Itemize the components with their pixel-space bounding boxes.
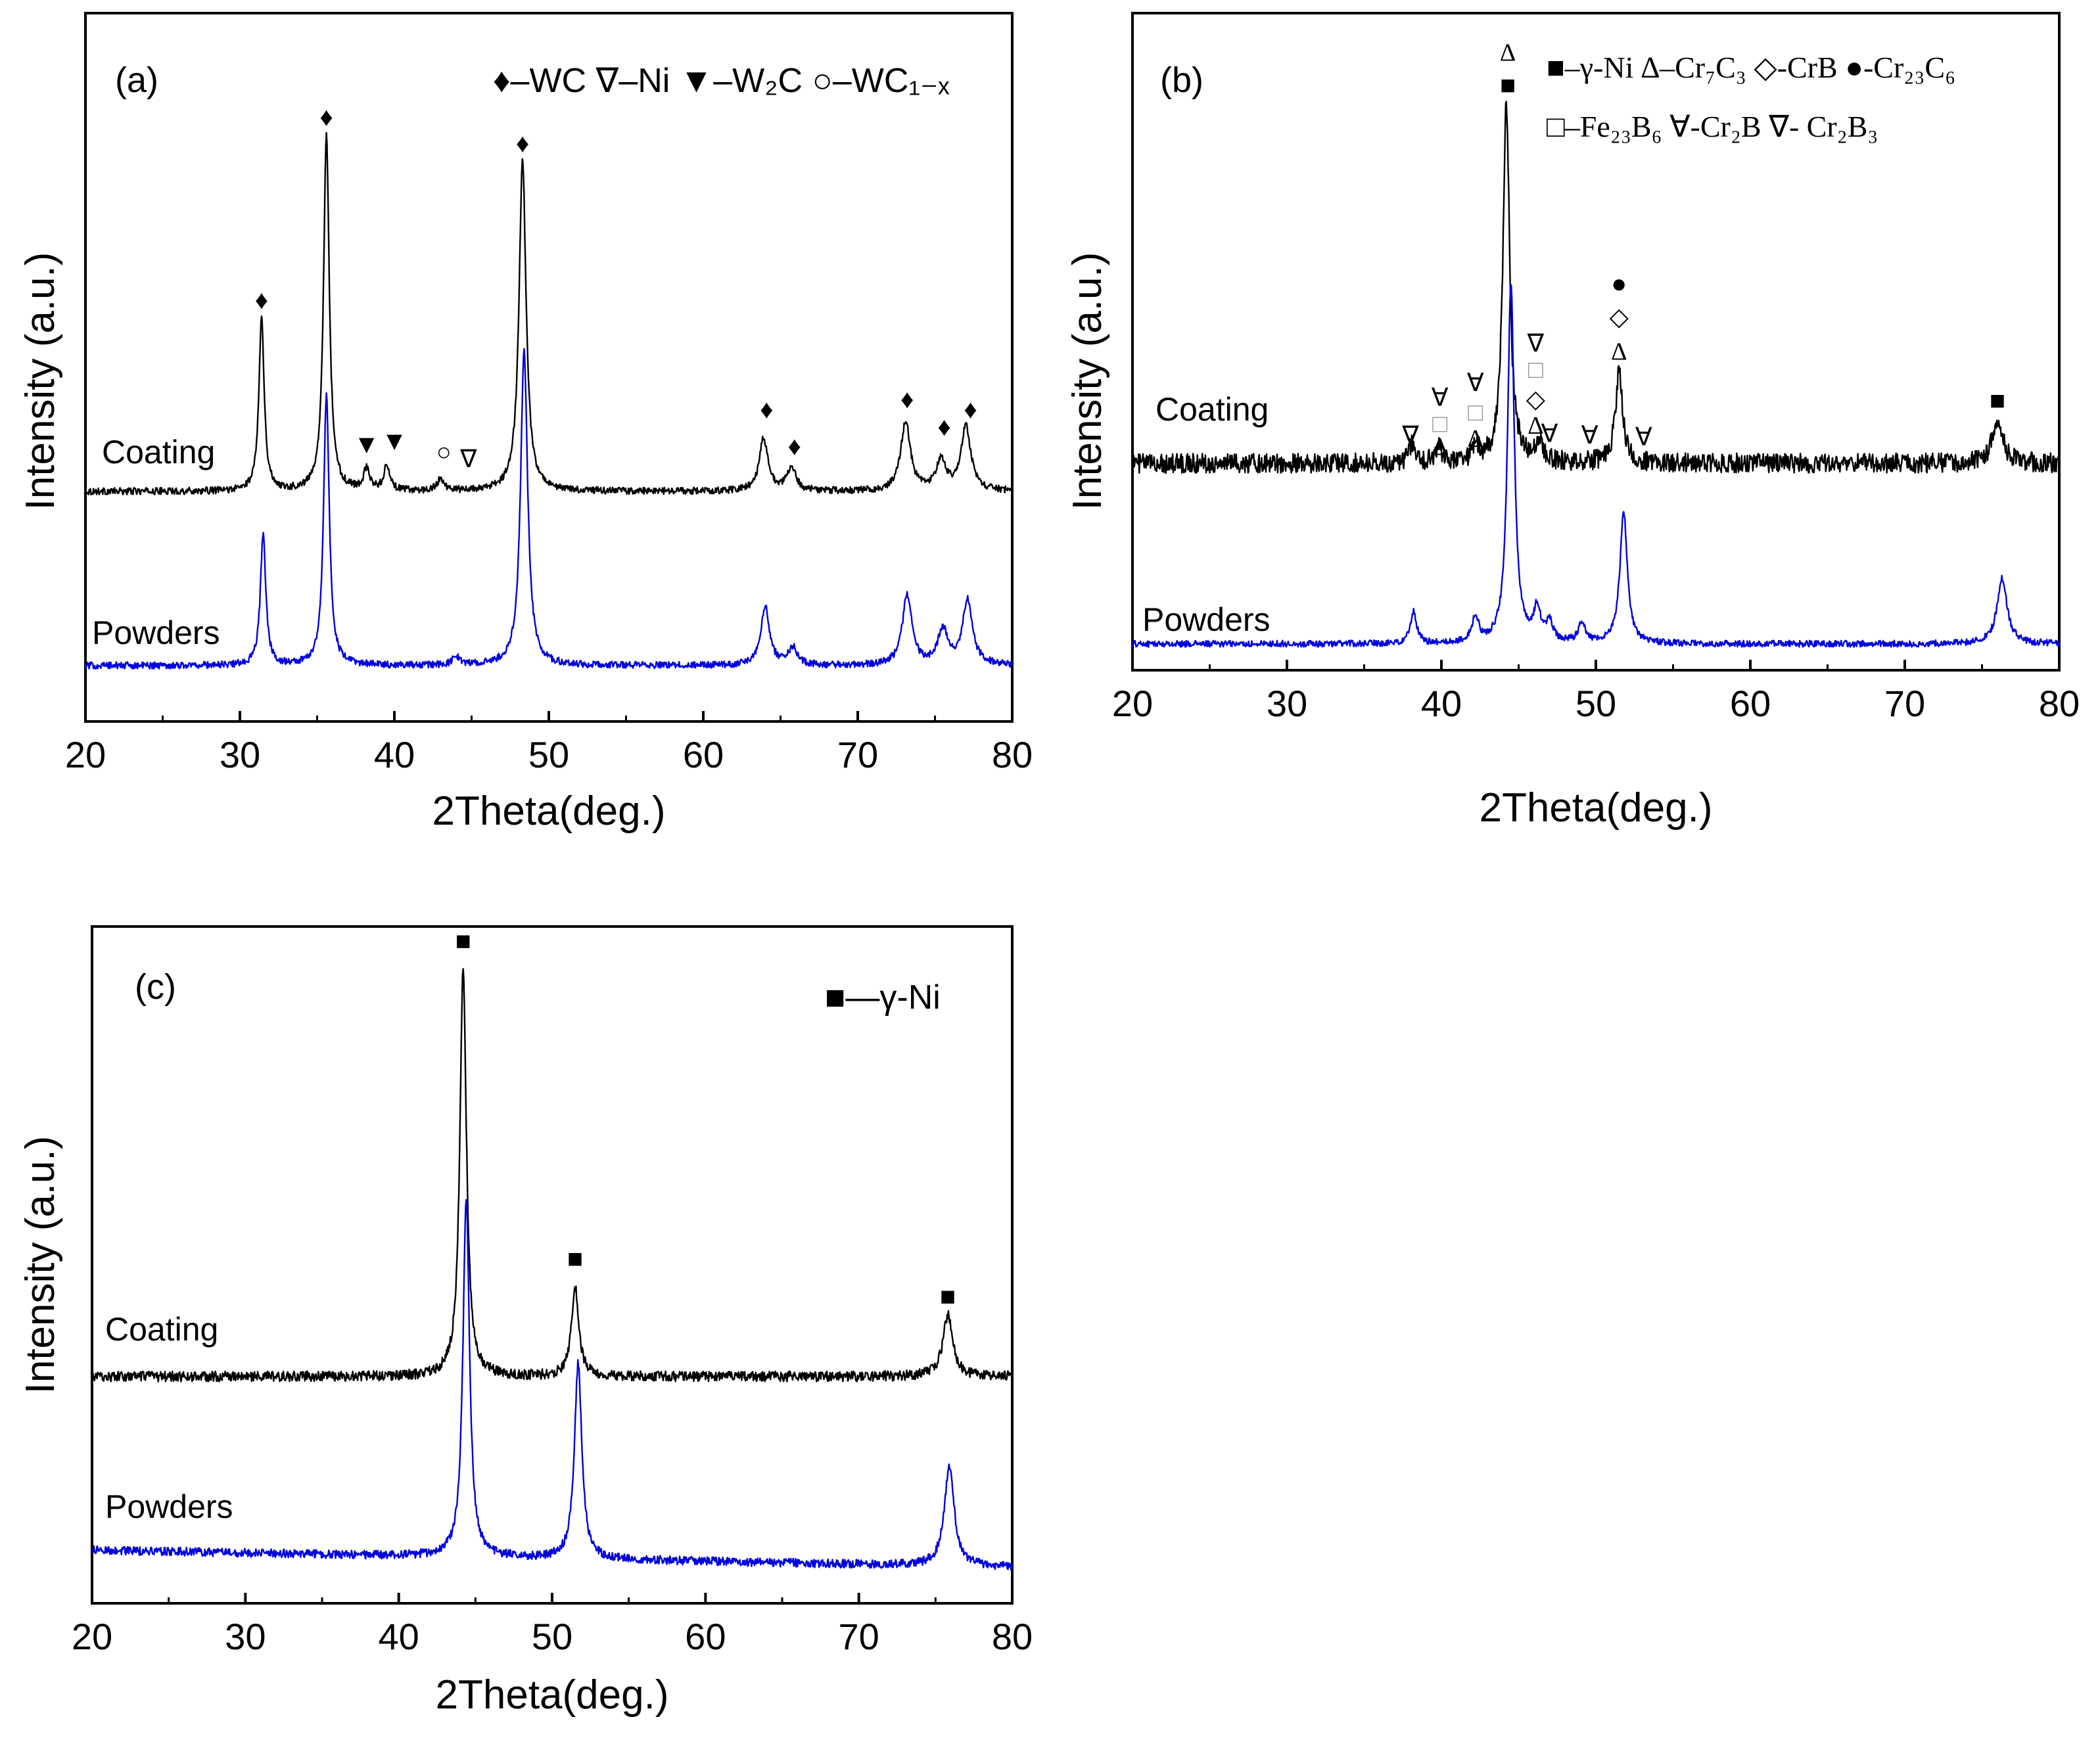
phase-marker: ∆ (1468, 425, 1483, 453)
x-tick-label: 80 (992, 1616, 1033, 1657)
x-axis-ticks: 20 30 40 50 60 70 80 (72, 1593, 1033, 1657)
phase-marker: ■ (567, 1244, 583, 1273)
phase-marker: □ (1528, 356, 1543, 384)
phase-marker: ∇ (1527, 330, 1545, 357)
x-axis-ticks: 20 30 40 50 60 70 80 (65, 711, 1033, 775)
phase-marker: ♦ (937, 412, 950, 442)
x-tick-label: 20 (1112, 683, 1153, 724)
phase-marker: ◇ (1610, 304, 1629, 331)
legend-row-2: □–Fe₂₃B₆ ∀-Cr₂B ∇- Cr₂B₃ (1547, 110, 1878, 143)
legend: ■—γ-Ni (825, 978, 941, 1017)
series-label-powders: Powders (1142, 601, 1271, 638)
phase-marker: ○ (436, 438, 452, 466)
marker-layer: ■ ■ ■ (455, 926, 956, 1311)
x-tick-label: 30 (1267, 683, 1307, 724)
x-tick-label: 50 (532, 1616, 572, 1657)
marker-layer: ■∆∆◇●■∇ ∆□∀∆□∀∆◇□∇∀ ∀ ∀ (1401, 39, 2005, 461)
phase-marker: ∇ (1401, 422, 1419, 449)
phase-marker: ♦ (760, 395, 773, 424)
phase-marker: ■ (1990, 386, 2005, 415)
panel-c: (c) ■—γ-Ni Coating Powders Intensity (a.… (18, 925, 1033, 1718)
phase-marker: ♦ (787, 431, 801, 461)
phase-marker: ● (1611, 269, 1627, 298)
legend-row-1: ■–γ-Ni ∆–Cr₇C₃ ◇-CrB ●-Cr₂₃C₆ (1547, 51, 1955, 84)
panel-b: (b) ■–γ-Ni ∆–Cr₇C₃ ◇-CrB ●-Cr₂₃C₆ □–Fe₂₃… (1065, 12, 2080, 831)
series-layer (84, 131, 1014, 670)
series-line-powders (1131, 284, 2061, 648)
panel-label: (a) (115, 60, 158, 100)
y-axis-label: Intensity (a.u.) (18, 252, 63, 511)
series-layer (1131, 101, 2061, 648)
x-tick-label: 70 (837, 734, 878, 775)
x-tick-label: 70 (839, 1616, 879, 1657)
x-tick-label: 40 (374, 734, 415, 775)
series-line-powders (91, 1199, 1014, 1571)
phase-marker: ▼ (381, 426, 408, 455)
x-axis-label: 2Theta(deg.) (432, 789, 666, 834)
phase-marker: □ (1468, 399, 1483, 426)
panel-label: (c) (135, 967, 176, 1007)
x-axis-label: 2Theta(deg.) (1480, 785, 1713, 831)
phase-marker: ♦ (516, 128, 529, 158)
y-axis-label: Intensity (a.u.) (18, 1136, 63, 1394)
phase-marker: ■ (940, 1281, 956, 1311)
phase-marker: ∀ (1432, 384, 1449, 412)
marker-layer: ♦ ♦ ♦ ▼ ▼ ○ ∇ ♦ ♦ ♦ ♦ ♦ (255, 103, 977, 473)
y-axis-label: Intensity (a.u.) (1065, 252, 1110, 511)
x-tick-label: 20 (65, 734, 106, 775)
phase-marker: ∀ (1635, 424, 1652, 451)
phase-marker: □ (1432, 411, 1447, 438)
series-label-powders: Powders (105, 1488, 233, 1525)
x-tick-label: 80 (992, 734, 1033, 775)
series-line-coating (1131, 101, 2061, 474)
phase-marker: ◇ (1526, 386, 1546, 413)
phase-marker: ♦ (319, 103, 333, 132)
plot-frame (84, 12, 1014, 723)
legend: ♦–WC ∇–Ni ▼–W₂C ○–WC₁₋ₓ (493, 62, 949, 100)
x-tick-label: 40 (379, 1616, 419, 1657)
series-line-powders (84, 348, 1014, 670)
x-tick-label: 70 (1884, 683, 1925, 724)
x-tick-label: 30 (220, 734, 260, 775)
x-tick-label: 40 (1421, 683, 1462, 724)
x-tick-label: 80 (2039, 683, 2080, 724)
x-tick-label: 30 (225, 1616, 266, 1657)
phase-marker: ∆ (1432, 434, 1447, 461)
series-layer (91, 968, 1014, 1571)
phase-marker: ∀ (1541, 421, 1558, 448)
panel-label: (b) (1160, 60, 1203, 100)
x-axis-label: 2Theta(deg.) (436, 1672, 669, 1718)
panel-a: (a) ♦–WC ∇–Ni ▼–W₂C ○–WC₁₋ₓ Coating Powd… (18, 12, 1033, 834)
x-tick-label: 60 (683, 734, 724, 775)
phase-marker: ∀ (1581, 422, 1598, 449)
series-line-coating (91, 968, 1014, 1383)
phase-marker: ∆ (1612, 338, 1627, 366)
phase-marker: ■ (1500, 70, 1516, 100)
phase-marker: ▼ (354, 430, 380, 459)
x-tick-label: 60 (1730, 683, 1771, 724)
phase-marker: ∇ (459, 446, 477, 473)
phase-marker: ♦ (964, 395, 977, 424)
phase-marker: ∀ (1467, 369, 1484, 397)
x-tick-label: 20 (72, 1616, 112, 1657)
x-tick-label: 50 (528, 734, 569, 775)
series-label-powders: Powders (92, 614, 220, 651)
series-line-coating (85, 131, 1014, 496)
series-label-coating: Coating (1155, 391, 1269, 428)
series-label-coating: Coating (102, 434, 215, 470)
phase-marker: ♦ (255, 285, 268, 315)
series-label-coating: Coating (105, 1311, 218, 1348)
phase-marker: ♦ (900, 384, 914, 414)
phase-marker: ∆ (1500, 39, 1515, 67)
phase-marker: ■ (455, 926, 471, 955)
x-axis-ticks: 20 30 40 50 60 70 80 (1112, 660, 2080, 724)
phase-marker: ∆ (1528, 412, 1543, 440)
x-tick-label: 50 (1575, 683, 1616, 724)
x-tick-label: 60 (685, 1616, 726, 1657)
